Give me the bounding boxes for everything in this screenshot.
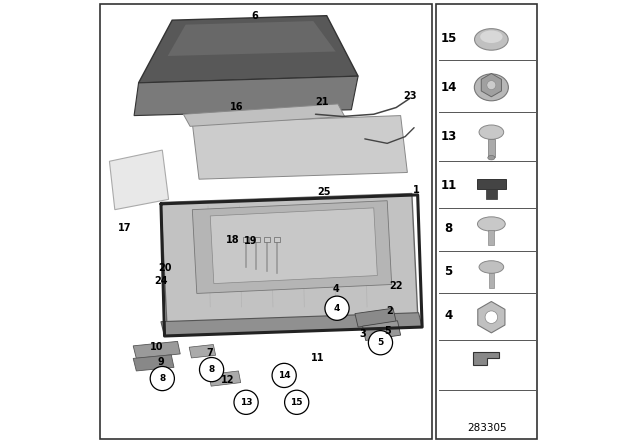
Text: 3: 3: [359, 329, 366, 339]
Bar: [264, 237, 270, 242]
Circle shape: [272, 363, 296, 388]
Text: 20: 20: [159, 263, 172, 273]
Circle shape: [485, 311, 498, 323]
Text: 16: 16: [230, 102, 244, 112]
Circle shape: [325, 296, 349, 320]
Polygon shape: [134, 76, 358, 116]
Text: 1: 1: [413, 185, 420, 195]
Text: 8: 8: [159, 374, 165, 383]
Polygon shape: [138, 16, 358, 83]
Circle shape: [234, 390, 258, 414]
Text: 13: 13: [440, 130, 457, 143]
Bar: [253, 237, 260, 242]
Text: 25: 25: [317, 187, 330, 197]
Text: 4: 4: [334, 304, 340, 313]
Polygon shape: [133, 355, 174, 371]
Text: 7: 7: [207, 348, 214, 358]
Polygon shape: [192, 116, 407, 179]
Text: 2: 2: [386, 306, 393, 316]
Text: 5: 5: [444, 264, 452, 278]
Polygon shape: [209, 371, 241, 386]
Text: 4: 4: [444, 309, 452, 323]
Text: 8: 8: [209, 365, 214, 374]
Polygon shape: [109, 150, 168, 210]
Text: 11: 11: [311, 353, 324, 362]
Bar: [488, 230, 495, 245]
Text: 23: 23: [403, 91, 417, 101]
Ellipse shape: [479, 261, 504, 273]
Bar: [100, 4, 432, 439]
Bar: [436, 4, 538, 439]
Circle shape: [285, 390, 308, 414]
Ellipse shape: [475, 29, 508, 50]
Polygon shape: [183, 104, 344, 126]
Polygon shape: [161, 313, 422, 336]
Polygon shape: [161, 194, 418, 323]
Text: 8: 8: [444, 222, 452, 235]
Ellipse shape: [477, 217, 505, 231]
Polygon shape: [355, 308, 396, 327]
Text: 4: 4: [332, 284, 339, 294]
Text: 12: 12: [221, 375, 235, 385]
Text: 15: 15: [440, 31, 457, 45]
Circle shape: [487, 81, 496, 90]
Text: 19: 19: [244, 236, 257, 246]
Text: 14: 14: [440, 81, 457, 94]
Polygon shape: [133, 341, 180, 358]
Text: 5: 5: [384, 326, 390, 336]
Text: 10: 10: [150, 342, 163, 352]
Bar: [477, 179, 506, 189]
Text: 18: 18: [226, 235, 239, 245]
Text: 5: 5: [378, 338, 383, 347]
Text: 21: 21: [316, 97, 329, 107]
Text: 15: 15: [291, 398, 303, 407]
Polygon shape: [189, 345, 216, 358]
Polygon shape: [168, 21, 335, 56]
Ellipse shape: [474, 74, 508, 101]
Polygon shape: [210, 208, 378, 284]
Text: 9: 9: [157, 357, 164, 367]
Bar: [486, 189, 497, 199]
Circle shape: [200, 358, 224, 382]
Text: 22: 22: [389, 281, 403, 291]
Polygon shape: [362, 321, 401, 340]
Circle shape: [150, 366, 174, 391]
Ellipse shape: [480, 30, 502, 43]
Bar: [488, 139, 495, 157]
Text: 13: 13: [240, 398, 252, 407]
Bar: [489, 273, 494, 288]
Text: 283305: 283305: [467, 423, 507, 433]
Ellipse shape: [488, 155, 495, 160]
Text: 6: 6: [252, 11, 259, 21]
Polygon shape: [192, 201, 392, 293]
Polygon shape: [474, 352, 499, 365]
Bar: [243, 237, 249, 242]
Text: 17: 17: [118, 223, 132, 233]
Text: 24: 24: [154, 276, 168, 286]
Bar: [274, 237, 280, 242]
Text: 14: 14: [278, 371, 291, 380]
Circle shape: [369, 331, 392, 355]
Ellipse shape: [479, 125, 504, 139]
Text: 11: 11: [440, 179, 457, 193]
